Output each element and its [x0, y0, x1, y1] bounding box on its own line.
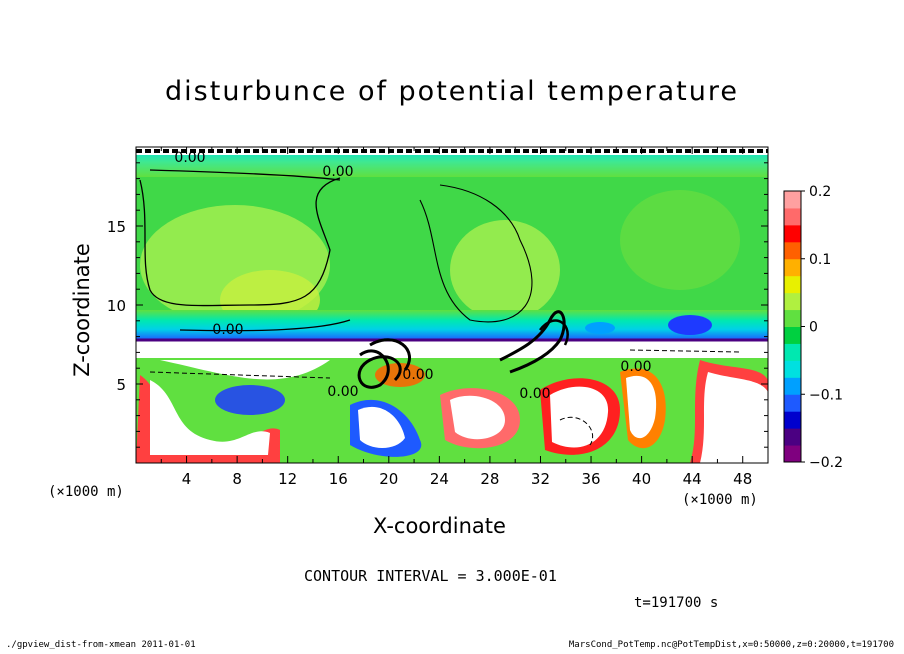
x-tick-label: 32: [531, 470, 550, 488]
colorbar-swatch: [784, 326, 801, 344]
colorbar-swatch: [784, 275, 801, 294]
x-tick-label: 20: [379, 470, 398, 488]
x-tick-label: 16: [329, 470, 348, 488]
x-tick-label: 8: [232, 470, 242, 488]
colorbar-tick-label: 0.1: [809, 252, 831, 268]
colorbar-swatch: [784, 241, 801, 260]
x-unit-label-right: (×1000 m): [682, 492, 758, 508]
time-label: t=191700 s: [634, 595, 719, 611]
y-tick-label: 10: [107, 297, 126, 315]
x-tick-label: 48: [733, 470, 752, 488]
y-tick-label: 15: [107, 218, 126, 236]
x-tick-label: 44: [683, 470, 702, 488]
colorbar-swatch: [784, 224, 801, 243]
colorbar-swatch: [784, 360, 801, 378]
colorbar-swatch: [784, 377, 801, 395]
y-tick-label: 5: [116, 376, 126, 394]
x-tick-label: 40: [632, 470, 651, 488]
contour-interval-label: CONTOUR INTERVAL = 3.000E-01: [304, 567, 557, 585]
colorbar-swatch: [784, 394, 801, 412]
colorbar-swatch: [784, 343, 801, 361]
heatmap-field: [136, 147, 768, 463]
footer-right: MarsCond_PotTemp.nc@PotTempDist,x=0:5000…: [568, 640, 894, 650]
x-unit-label-left: (×1000 m): [48, 484, 124, 500]
y-axis-label: Z-coordinate: [70, 243, 94, 377]
colorbar-tick-label: −0.2: [809, 455, 843, 471]
contour-label: 0.00: [620, 359, 651, 375]
colorbar: 0.2 0.1 0 −0.1 −0.2: [783, 184, 843, 471]
contour-label: 0.00: [174, 150, 205, 166]
contour-labels: 0.00 0.00 0.00 0.00 0.00 0.00 0.00: [174, 150, 651, 402]
colorbar-tick-label: 0.2: [809, 184, 831, 200]
contour-label: 0.00: [402, 367, 433, 383]
colorbar-swatch: [784, 309, 801, 327]
x-tick-label: 12: [278, 470, 297, 488]
x-tick-label: 24: [430, 470, 449, 488]
contour-label: 0.00: [327, 384, 358, 400]
contour-label: 0.00: [519, 386, 550, 402]
colorbar-swatch: [784, 428, 801, 446]
colorbar-tick-label: 0: [809, 320, 818, 336]
colorbar-swatch: [784, 445, 801, 463]
x-tick-label: 28: [480, 470, 499, 488]
contour-label: 0.00: [212, 322, 243, 338]
x-axis-label: X-coordinate: [373, 514, 506, 538]
colorbar-tick-label: −0.1: [809, 387, 843, 403]
contour-label: 0.00: [322, 164, 353, 180]
colorbar-swatch: [784, 191, 801, 209]
colorbar-swatch: [784, 411, 801, 429]
x-tick-label: 4: [182, 470, 192, 488]
chart-title: disturbunce of potential temperature: [165, 76, 739, 107]
x-tick-label: 36: [581, 470, 600, 488]
colorbar-swatch: [784, 207, 801, 226]
colorbar-swatch: [784, 292, 801, 311]
colorbar-swatch: [784, 258, 801, 277]
footer-left: ./gpview_dist-from-xmean 2011-01-01: [6, 640, 196, 650]
